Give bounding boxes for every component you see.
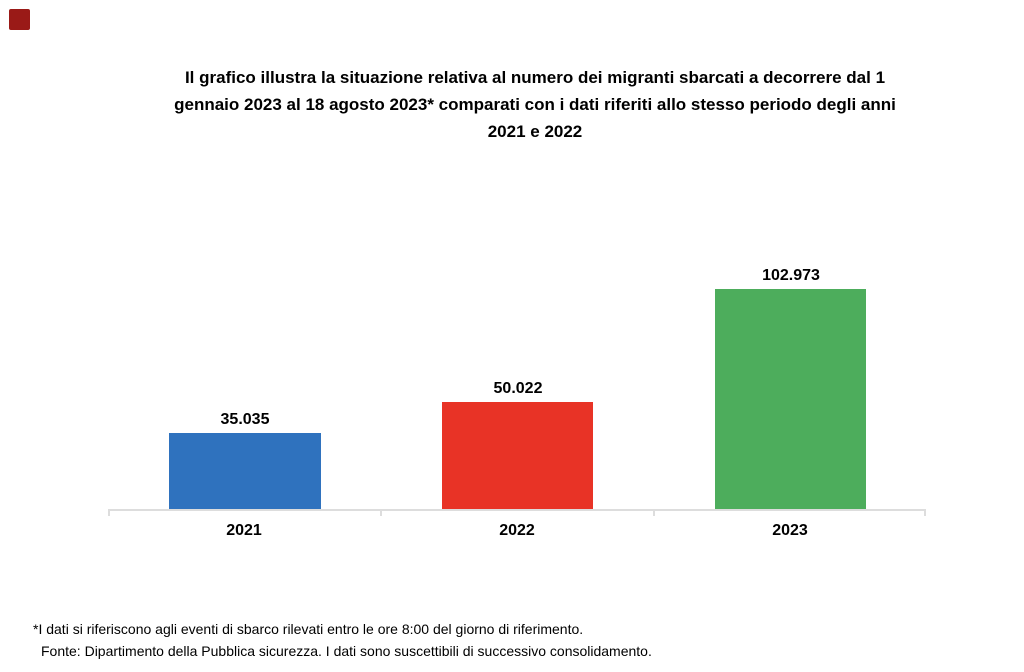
x-axis-tick	[380, 509, 382, 516]
x-axis-tick	[108, 509, 110, 516]
chart-title-line-1: Il grafico illustra la situazione relati…	[184, 68, 886, 87]
footnotes: *I dati si riferiscono agli eventi di sb…	[33, 618, 652, 662]
value-label-2021: 35.035	[220, 411, 270, 428]
chart-title-line-2: gennaio 2023 al 18 agosto 2023* comparat…	[174, 95, 896, 114]
category-label-2021: 2021	[226, 522, 262, 539]
bar-2023	[715, 289, 866, 510]
bar-2022	[442, 402, 593, 510]
category-label-2022: 2022	[499, 522, 535, 539]
chart-title-line-3: 2021 e 2022	[487, 122, 583, 141]
footnote-note: *I dati si riferiscono agli eventi di sb…	[33, 621, 584, 637]
bar-2021	[169, 433, 321, 510]
x-axis-tick	[924, 509, 926, 516]
x-axis-tick	[653, 509, 655, 516]
footnote-source: Fonte: Dipartimento della Pubblica sicur…	[41, 643, 652, 659]
category-label-2023: 2023	[772, 522, 808, 539]
red-corner-mark	[9, 9, 30, 30]
value-label-2023: 102.973	[762, 267, 820, 284]
x-axis-line	[108, 509, 926, 511]
value-label-2022: 50.022	[493, 380, 543, 397]
chart-title: Il grafico illustra la situazione relati…	[46, 64, 1024, 145]
